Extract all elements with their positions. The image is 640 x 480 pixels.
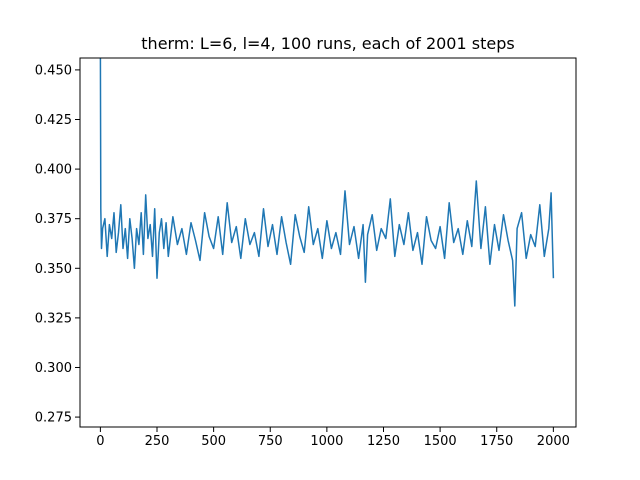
x-tick-label: 2000 bbox=[537, 434, 570, 449]
x-tick-label: 750 bbox=[258, 434, 283, 449]
x-tick-label: 500 bbox=[201, 434, 226, 449]
y-tick-label: 0.350 bbox=[35, 262, 72, 277]
plot-area bbox=[99, 58, 555, 307]
y-tick-label: 0.325 bbox=[35, 311, 72, 326]
y-axis: 0.275 0.300 0.325 0.350 0.375 0.400 0.425 0.450 bbox=[35, 63, 80, 426]
x-tick-label: 1250 bbox=[367, 434, 400, 449]
x-tick-label: 1000 bbox=[310, 434, 343, 449]
axes-frame bbox=[79, 57, 577, 428]
x-tick-label: 1500 bbox=[424, 434, 457, 449]
series-line-0 bbox=[99, 58, 555, 307]
x-tick-label: 1750 bbox=[480, 434, 513, 449]
x-axis: 0 250 500 750 1000 1250 1500 1750 2000 bbox=[96, 427, 570, 449]
y-tick-label: 0.450 bbox=[35, 63, 72, 78]
y-tick-label: 0.275 bbox=[35, 411, 72, 426]
y-tick-label: 0.300 bbox=[35, 361, 72, 376]
y-tick-label: 0.375 bbox=[35, 212, 72, 227]
x-tick-label: 250 bbox=[145, 434, 170, 449]
y-tick-label: 0.425 bbox=[35, 113, 72, 128]
y-tick-label: 0.400 bbox=[35, 163, 72, 178]
chart-title: therm: L=6, l=4, 100 runs, each of 2001 … bbox=[141, 34, 514, 53]
x-tick-label: 0 bbox=[96, 434, 104, 449]
